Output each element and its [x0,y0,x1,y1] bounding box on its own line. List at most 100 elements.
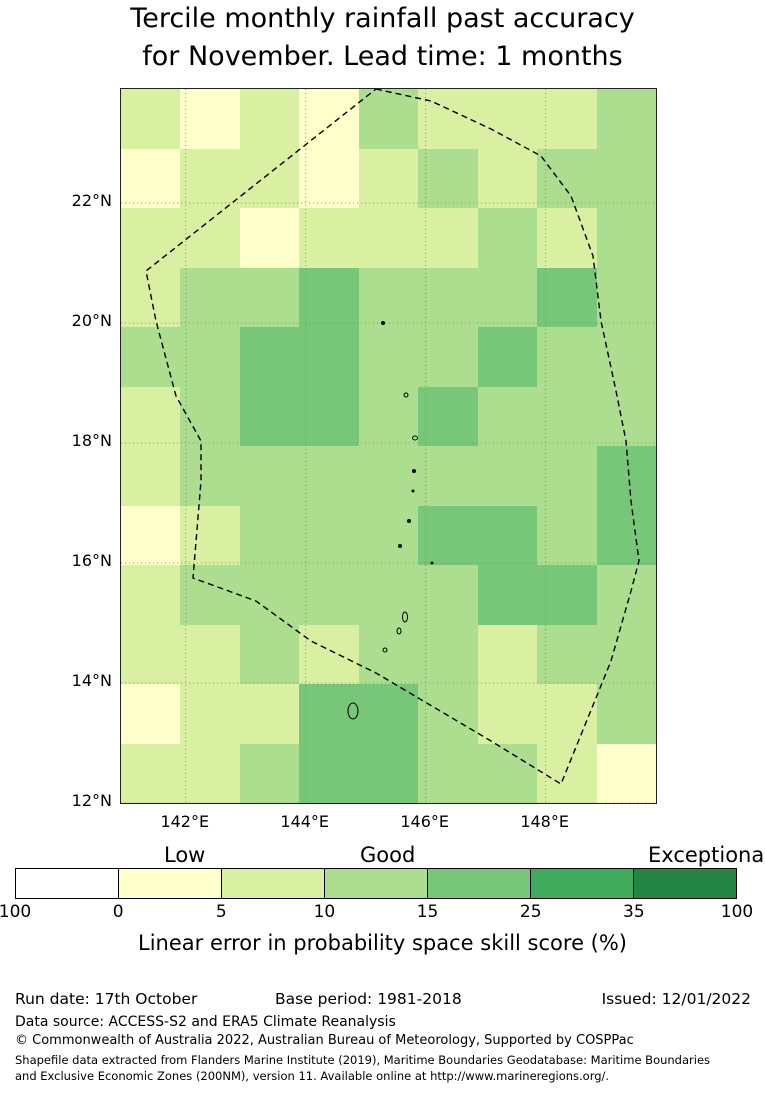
grid-cell [239,624,300,684]
grid-cell [537,446,597,506]
grid-cell [180,386,240,446]
grid-cell [299,208,359,268]
grid-cell [299,327,359,387]
grid-cell [477,505,538,565]
colorbar-segment [16,869,119,898]
grid-cell [537,148,597,208]
grid-cell [299,267,359,327]
island-outline [411,489,415,493]
grid-cell [299,148,359,208]
grid-cell [418,386,478,446]
grid-cell [537,89,597,149]
grid-cell [358,327,419,387]
island-outline [381,321,385,325]
island-outline [396,627,402,635]
grid-cell [121,208,181,268]
legend-label-low: Low [164,843,206,867]
shapefile-attribution-line-2: and Exclusive Economic Zones (200NM), ve… [15,1069,610,1083]
island-outline [430,561,434,565]
grid-cell [239,148,300,208]
grid-cell [596,267,656,327]
grid-cell [418,505,478,565]
grid-cell [180,446,240,506]
grid-cell [596,327,656,387]
map-overlay [121,89,656,803]
data-source-text: Data source: ACCESS-S2 and ERA5 Climate … [15,1014,396,1030]
grid-cell [180,684,240,744]
grid-cell [418,684,478,744]
grid-cell [418,267,478,327]
lat-tick-label: 20°N [71,311,112,330]
legend-label-exceptional: Exceptional [648,843,765,867]
grid-cell [239,208,300,268]
grid-cell [121,743,181,803]
grid-cell [299,565,359,625]
grid-cell [537,505,597,565]
title-line-1: Tercile monthly rainfall past accuracy [130,3,635,34]
grid-cell [477,267,538,327]
grid-cell [239,446,300,506]
legend-label-good: Good [360,843,416,867]
grid-cell [121,148,181,208]
grid-cell [239,89,300,149]
colorbar [15,868,737,899]
grid-cell [299,446,359,506]
grid-cell [121,386,181,446]
colorbar-tick-label: 35 [623,902,645,922]
lon-tick-label: 148°E [520,812,569,831]
island-outline [403,392,409,398]
colorbar-tick-label: 25 [519,902,542,922]
grid-cell [180,743,240,803]
grid-cell [180,565,240,625]
grid-cell [596,208,656,268]
grid-cell [418,208,478,268]
eez-boundary [145,89,640,786]
grid-cell [418,624,478,684]
lon-tick-label: 142°E [160,812,210,831]
grid-cell [358,267,419,327]
grid-cell [537,565,597,625]
grid-cell [596,684,656,744]
grid-cell [358,684,419,744]
issued-text: Issued: 12/01/2022 [601,990,751,1008]
colorbar-segment [428,869,531,898]
grid-cell [121,446,181,506]
grid-cell [180,148,240,208]
grid-cell [358,624,419,684]
grid-cell [299,505,359,565]
grid-cell [180,89,240,149]
grid-cell [537,743,597,803]
grid-cell [239,505,300,565]
colorbar-tick-label: 10 [313,902,336,922]
grid-cell [537,684,597,744]
grid-cell [477,208,538,268]
colorbar-tick-label: 15 [416,902,439,922]
grid-cell [121,684,181,744]
lat-tick-label: 14°N [71,671,112,690]
grid-cell [239,743,300,803]
colorbar-segment [531,869,634,898]
grid-cell [418,148,478,208]
figure-title: Tercile monthly rainfall past accuracy f… [0,0,765,77]
grid-cell [418,743,478,803]
grid-cell [358,208,419,268]
grid-cell [358,386,419,446]
grid-cell [121,505,181,565]
lon-tick-label: 144°E [280,812,330,831]
colorbar-ticks: 100 0 5 10 15 25 35 100 [0,902,753,924]
grid-cell [299,386,359,446]
grid-cell [358,446,419,506]
grid-cell [477,684,538,744]
colorbar-tick-label: 0 [112,902,124,922]
island-outline [382,647,388,653]
grid-cell [418,89,478,149]
grid-cell [477,386,538,446]
grid-cell [239,565,300,625]
grid-cell [299,684,359,744]
grid-cell [418,327,478,387]
colorbar-segment [325,869,428,898]
grid-cell [239,386,300,446]
shapefile-attribution-line-1: Shapefile data extracted from Flanders M… [15,1053,711,1067]
grid-cell [477,743,538,803]
